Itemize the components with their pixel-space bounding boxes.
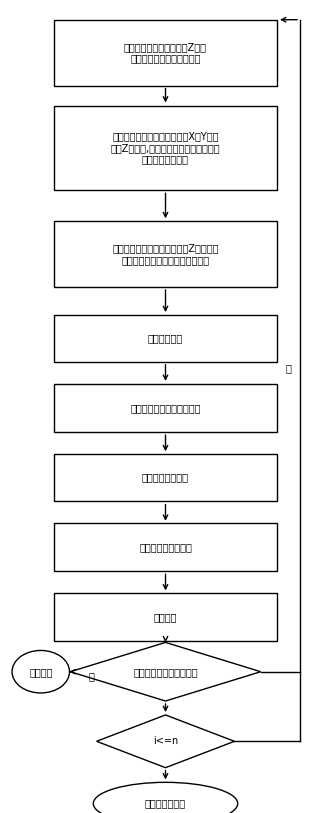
Text: 更新自重: 更新自重 — [154, 611, 177, 622]
FancyBboxPatch shape — [54, 524, 277, 571]
Polygon shape — [97, 715, 234, 767]
Text: i<=n: i<=n — [153, 737, 178, 746]
Text: 是: 是 — [286, 363, 292, 372]
FancyBboxPatch shape — [54, 20, 277, 85]
Text: 约束柔性张拉体系撑杆上节点X、Y向，
放松Z向约束,采用平衡矩阵理论求得单元
内力的最小二乘解: 约束柔性张拉体系撑杆上节点X、Y向， 放松Z向约束,采用平衡矩阵理论求得单元 内… — [111, 132, 220, 164]
FancyBboxPatch shape — [54, 593, 277, 641]
Text: 等比例缩放撑杆长度: 等比例缩放撑杆长度 — [139, 542, 192, 552]
FancyBboxPatch shape — [54, 106, 277, 190]
Text: 提取现有撑杆长度: 提取现有撑杆长度 — [142, 472, 189, 483]
FancyBboxPatch shape — [54, 315, 277, 363]
Text: 终止运算: 终止运算 — [29, 667, 53, 676]
Ellipse shape — [93, 782, 238, 813]
FancyBboxPatch shape — [54, 385, 277, 432]
FancyBboxPatch shape — [54, 221, 277, 287]
Text: 由判定条件判定是否有解: 由判定条件判定是否有解 — [133, 667, 198, 676]
Ellipse shape — [12, 650, 70, 693]
Text: 强制撑杆竖直: 强制撑杆竖直 — [148, 333, 183, 343]
FancyBboxPatch shape — [54, 454, 277, 502]
Text: 分组撑杆，确定高度控制杆: 分组撑杆，确定高度控制杆 — [130, 403, 201, 413]
Text: 否: 否 — [89, 671, 95, 681]
Text: 约束柔性张拉体系撑杆上节点Z向约束，
力密度法求解张拉体系的平衡形态: 约束柔性张拉体系撑杆上节点Z向约束， 力密度法求解张拉体系的平衡形态 — [112, 243, 219, 265]
Text: 结束，输出结果: 结束，输出结果 — [145, 798, 186, 809]
Text: 约束刚性结构撑杆支点的Z向，
计算荷载作用下的支座反力: 约束刚性结构撑杆支点的Z向， 计算荷载作用下的支座反力 — [124, 42, 207, 63]
Polygon shape — [70, 642, 261, 701]
